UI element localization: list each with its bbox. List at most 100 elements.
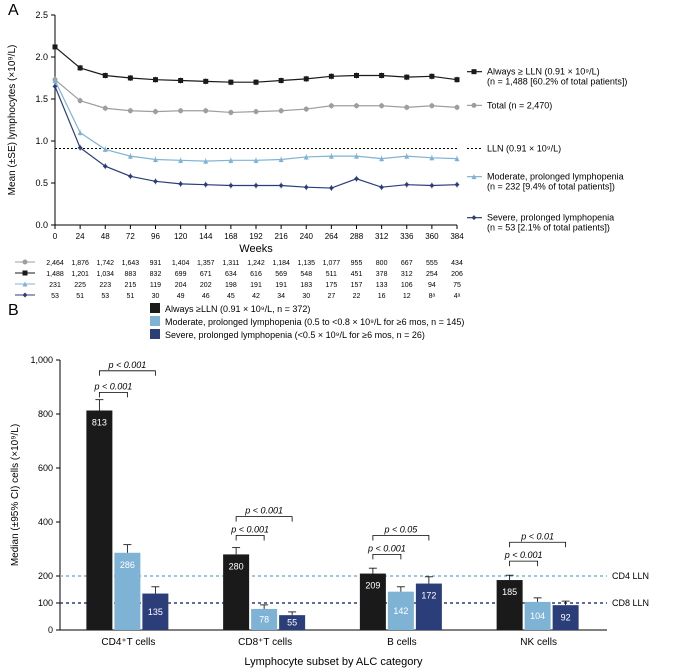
table-cell: 671 xyxy=(200,271,212,278)
panel-b: B 01002004006008001,000Median (±95% CI) … xyxy=(0,300,677,670)
p-value: p < 0.001 xyxy=(107,360,146,370)
table-cell: 51 xyxy=(126,293,134,300)
legend-b-severe: Severe, prolonged lymphopenia (<0.5 × 10… xyxy=(165,330,425,340)
ytick-label: 0.5 xyxy=(35,178,48,188)
table-cell: 931 xyxy=(150,260,162,267)
table-cell: 955 xyxy=(351,260,363,267)
table-cell: 434 xyxy=(451,260,463,267)
xtick-label: 288 xyxy=(350,232,364,241)
table-cell: 1,135 xyxy=(297,260,315,267)
legend-swatch xyxy=(150,316,160,326)
xtick-label: 360 xyxy=(425,232,439,241)
x-axis-label-b: Lymphocyte subset by ALC category xyxy=(244,656,423,668)
table-cell: 22 xyxy=(353,293,361,300)
series-severe xyxy=(55,86,457,188)
table-cell: 1,357 xyxy=(197,260,215,267)
bar-value: 280 xyxy=(229,561,244,571)
xtick-label: 24 xyxy=(76,232,85,241)
table-cell: 223 xyxy=(99,282,111,289)
table-cell: 183 xyxy=(300,282,312,289)
bar-value: 813 xyxy=(92,417,107,427)
table-cell: 106 xyxy=(401,282,413,289)
table-cell: 53 xyxy=(101,293,109,300)
table-cell: 667 xyxy=(401,260,413,267)
bar-value: 209 xyxy=(365,581,380,591)
p-value: p < 0.001 xyxy=(244,506,283,516)
table-cell: 51 xyxy=(76,293,84,300)
table-cell: 42 xyxy=(252,293,260,300)
table-cell: 119 xyxy=(150,282,161,289)
bar-value: 78 xyxy=(259,614,269,624)
bar-value: 104 xyxy=(530,611,545,621)
ytick-b: 0 xyxy=(48,625,53,635)
legend-sub-moderate: (n = 232 [9.4% of total patients]) xyxy=(487,182,615,192)
xtick-label: 240 xyxy=(300,232,314,241)
xtick-label: 336 xyxy=(400,232,414,241)
table-cell: 800 xyxy=(376,260,388,267)
ytick-b: 1,000 xyxy=(30,355,53,365)
table-cell: 511 xyxy=(326,271,337,278)
ytick-b: 400 xyxy=(38,517,53,527)
table-cell: 883 xyxy=(125,271,137,278)
bar-value: 135 xyxy=(148,607,163,617)
table-cell: 204 xyxy=(175,282,187,289)
table-cell: 202 xyxy=(200,282,212,289)
y-axis-label: Mean (±SE) lymphocytes (×10⁹/L) xyxy=(7,45,18,196)
lln-label: LLN (0.91 × 10⁹/L) xyxy=(487,144,561,154)
category-label: NK cells xyxy=(520,637,557,648)
table-cell: 1,742 xyxy=(96,260,114,267)
xtick-label: 96 xyxy=(151,232,160,241)
table-cell: 49 xyxy=(177,293,185,300)
legend-total: Total (n = 2,470) xyxy=(487,100,552,110)
table-cell: 616 xyxy=(250,271,262,278)
table-cell: 94 xyxy=(428,282,436,289)
xtick-label: 192 xyxy=(249,232,263,241)
xtick-label: 168 xyxy=(224,232,238,241)
xtick-label: 72 xyxy=(126,232,135,241)
table-cell: 832 xyxy=(150,271,162,278)
xtick-label: 48 xyxy=(101,232,110,241)
table-cell: 133 xyxy=(376,282,388,289)
ytick-label: 1.0 xyxy=(35,136,48,146)
table-cell: 1,201 xyxy=(71,271,89,278)
bar-value: 55 xyxy=(287,618,297,628)
table-cell: 1,242 xyxy=(247,260,265,267)
table-cell: 634 xyxy=(225,271,237,278)
table-cell: 215 xyxy=(125,282,137,289)
legend-swatch xyxy=(150,329,160,339)
cd8-lln-label: CD8 LLN xyxy=(612,598,649,608)
table-cell: 4ᵃ xyxy=(454,293,461,300)
table-cell: 1,404 xyxy=(172,260,190,267)
table-cell: 1,876 xyxy=(71,260,89,267)
panel-a-label: A xyxy=(8,2,19,20)
table-cell: 1,034 xyxy=(96,271,114,278)
xtick-label: 312 xyxy=(375,232,389,241)
ytick-label: 2.5 xyxy=(35,10,48,20)
table-cell: 699 xyxy=(175,271,187,278)
y-axis-label-b: Median (±95% CI) cells (×10⁹/L) xyxy=(10,424,21,566)
category-label: CD8⁺T cells xyxy=(238,637,292,648)
category-label: CD4⁺T cells xyxy=(101,637,155,648)
table-cell: 555 xyxy=(426,260,438,267)
table-cell: 569 xyxy=(275,271,287,278)
table-cell: 1,311 xyxy=(222,260,239,267)
legend-severe: Severe, prolonged lymphopenia xyxy=(487,213,614,223)
bar-value: 92 xyxy=(561,613,571,623)
xtick-label: 0 xyxy=(53,232,58,241)
table-cell: 12 xyxy=(403,293,411,300)
panel-a: A 0.00.51.01.52.02.502448729612014416819… xyxy=(0,0,677,300)
table-cell: 1,077 xyxy=(323,260,341,267)
p-value: p < 0.05 xyxy=(383,525,418,535)
bar-value: 172 xyxy=(421,591,436,601)
ytick-b: 600 xyxy=(38,463,53,473)
table-cell: 27 xyxy=(327,293,335,300)
table-cell: 1,643 xyxy=(122,260,140,267)
legend-sub-always_lln: (n = 1,488 [60.2% of total patients]) xyxy=(487,77,627,87)
legend-always_lln: Always ≥ LLN (0.91 × 10⁹/L) xyxy=(487,67,600,77)
table-cell: 1,184 xyxy=(272,260,290,267)
table-cell: 378 xyxy=(376,271,388,278)
table-cell: 30 xyxy=(302,293,310,300)
xtick-label: 144 xyxy=(199,232,213,241)
x-axis-label: Weeks xyxy=(239,243,273,255)
xtick-label: 216 xyxy=(274,232,288,241)
